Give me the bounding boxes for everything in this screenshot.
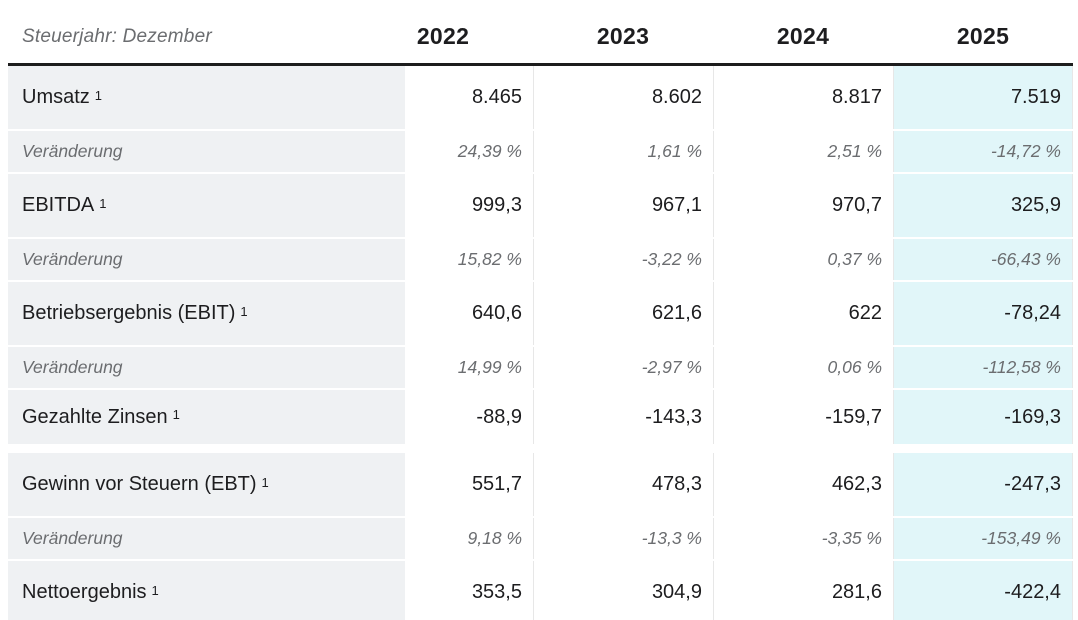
cell-2024: 281,6 <box>713 561 893 620</box>
header-year-2025: 2025 <box>956 23 1010 49</box>
row-label-text: Veränderung <box>22 528 123 548</box>
cell-2025: -422,4 <box>893 561 1073 620</box>
row-label-text: Gewinn vor Steuern (EBT) <box>22 473 257 495</box>
cell-2022: 640,6 <box>405 282 533 345</box>
cell-2022: 9,18 % <box>405 518 533 559</box>
cell-2024: 462,3 <box>713 453 893 516</box>
header-year-2023: 2023 <box>596 23 650 49</box>
table-row: Betriebsergebnis (EBIT) 1 640,6 621,6 622 -78… <box>8 282 1073 345</box>
table-header-row: Steuerjahr: Dezember 2022 2023 2024 2025 <box>8 10 1073 66</box>
cell-2023: -143,3 <box>533 390 713 444</box>
row-label: Betriebsergebnis (EBIT) 1 <box>8 282 405 345</box>
cell-2024: 0,06 % <box>713 347 893 388</box>
cell-2022: 15,82 % <box>405 239 533 280</box>
table-row: Nettoergebnis 1 353,5 304,9 281,6 -422,4 <box>8 561 1073 620</box>
row-label: Veränderung <box>8 239 405 280</box>
row-label: Umsatz 1 <box>8 66 405 129</box>
cell-2022: 14,99 % <box>405 347 533 388</box>
cell-2023: 621,6 <box>533 282 713 345</box>
row-label: Gewinn vor Steuern (EBT) 1 <box>8 453 405 516</box>
row-label: Veränderung <box>8 347 405 388</box>
cell-2023: -13,3 % <box>533 518 713 559</box>
cell-2025: -112,58 % <box>893 347 1073 388</box>
cell-2024: 2,51 % <box>713 131 893 172</box>
cell-2024: 8.817 <box>713 66 893 129</box>
header-year-2022: 2022 <box>416 23 470 49</box>
cell-2023: 304,9 <box>533 561 713 620</box>
cell-2023: 8.602 <box>533 66 713 129</box>
cell-2022: 353,5 <box>405 561 533 620</box>
cell-2022: -88,9 <box>405 390 533 444</box>
row-label: Nettoergebnis 1 <box>8 561 405 620</box>
table-body: Umsatz 1 8.465 8.602 8.817 7.519 Veränderung 24… <box>8 66 1073 620</box>
financials-table: Steuerjahr: Dezember 2022 2023 2024 2025… <box>8 10 1073 620</box>
cell-2022: 551,7 <box>405 453 533 516</box>
row-label: Veränderung <box>8 131 405 172</box>
table-row: EBITDA 1 999,3 967,1 970,7 325,9 <box>8 174 1073 237</box>
cell-2022: 24,39 % <box>405 131 533 172</box>
table-row: Gezahlte Zinsen 1 -88,9 -143,3 -159,7 -169,3 <box>8 390 1073 444</box>
row-label-text: Nettoergebnis <box>22 581 147 603</box>
cell-2024: -159,7 <box>713 390 893 444</box>
cell-2023: 967,1 <box>533 174 713 237</box>
cell-2025: 7.519 <box>893 66 1073 129</box>
header-fiscal-year-label: Steuerjahr: Dezember <box>22 25 212 47</box>
cell-2025: 325,9 <box>893 174 1073 237</box>
table-row: Veränderung 14,99 % -2,97 % 0,06 % -112,58 % <box>8 347 1073 388</box>
row-label-text: Veränderung <box>22 357 123 377</box>
table-row: Umsatz 1 8.465 8.602 8.817 7.519 <box>8 66 1073 129</box>
table-row: Veränderung 24,39 % 1,61 % 2,51 % -14,72 % <box>8 131 1073 172</box>
cell-2025: -247,3 <box>893 453 1073 516</box>
cell-2025: -66,43 % <box>893 239 1073 280</box>
cell-2023: 478,3 <box>533 453 713 516</box>
cell-2023: -3,22 % <box>533 239 713 280</box>
cell-2025: -169,3 <box>893 390 1073 444</box>
row-label-text: Veränderung <box>22 249 123 269</box>
cell-2024: -3,35 % <box>713 518 893 559</box>
row-label-text: Veränderung <box>22 141 123 161</box>
row-label: EBITDA 1 <box>8 174 405 237</box>
row-label-text: EBITDA <box>22 194 95 216</box>
cell-2024: 622 <box>713 282 893 345</box>
cell-2023: 1,61 % <box>533 131 713 172</box>
cell-2025: -153,49 % <box>893 518 1073 559</box>
cell-2024: 0,37 % <box>713 239 893 280</box>
cell-2023: -2,97 % <box>533 347 713 388</box>
row-label: Gezahlte Zinsen 1 <box>8 390 405 444</box>
table-row: Veränderung 15,82 % -3,22 % 0,37 % -66,43 % <box>8 239 1073 280</box>
row-label-text: Betriebsergebnis (EBIT) <box>22 302 236 324</box>
cell-2025: -78,24 <box>893 282 1073 345</box>
row-label-text: Gezahlte Zinsen <box>22 405 168 428</box>
cell-2022: 8.465 <box>405 66 533 129</box>
header-year-2024: 2024 <box>776 23 830 49</box>
cell-2025: -14,72 % <box>893 131 1073 172</box>
cell-2022: 999,3 <box>405 174 533 237</box>
table-row: Gewinn vor Steuern (EBT) 1 551,7 478,3 462,3… <box>8 453 1073 516</box>
table-row: Veränderung 9,18 % -13,3 % -3,35 % -153,49 % <box>8 518 1073 559</box>
cell-2024: 970,7 <box>713 174 893 237</box>
row-label: Veränderung <box>8 518 405 559</box>
row-label-text: Umsatz <box>22 86 90 108</box>
